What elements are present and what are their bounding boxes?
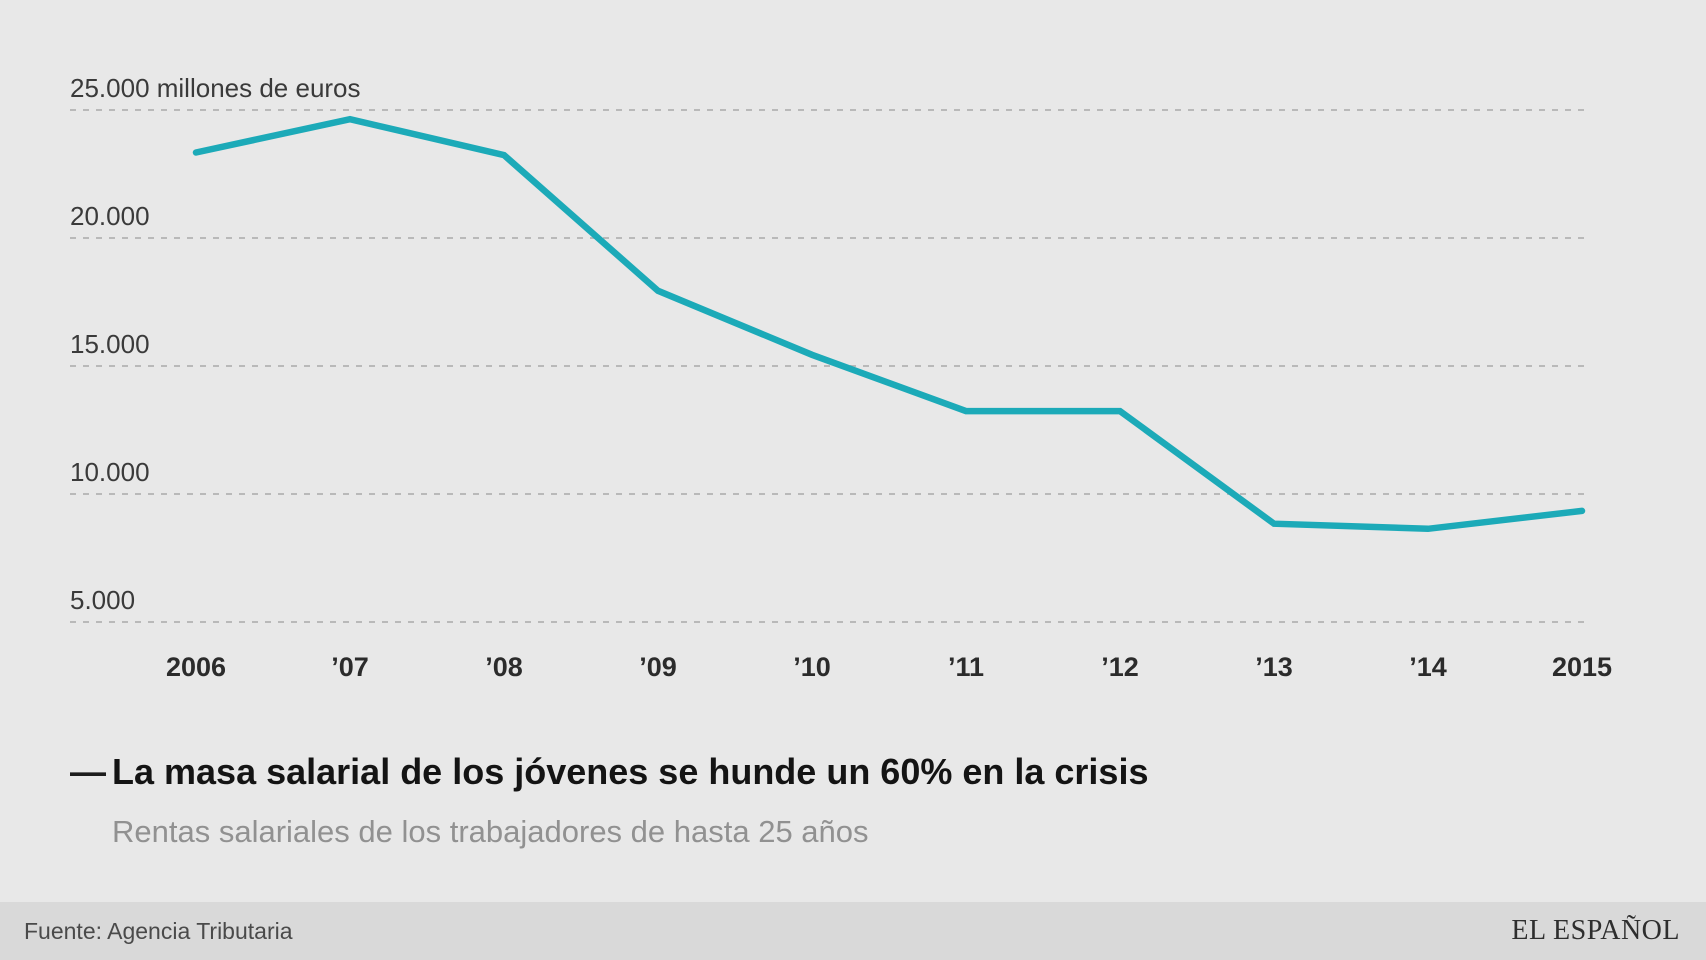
x-tick-label: 2006 (165, 652, 227, 682)
y-tick-label: 15.000 (70, 329, 150, 359)
x-tick-label: ’11 (947, 652, 985, 682)
x-tick-label: ’14 (1409, 652, 1447, 682)
source-label: Fuente: Agencia Tributaria (24, 917, 293, 944)
y-tick-label: 25.000 millones de euros (70, 73, 361, 103)
y-tick-label: 5.000 (70, 585, 136, 615)
gridline (70, 237, 1590, 239)
chart-title: La masa salarial de los jóvenes se hunde… (112, 751, 1149, 792)
footer-bar: Fuente: Agencia Tributaria EL ESPAÑOL (0, 902, 1706, 960)
x-tick-label: ’12 (1101, 652, 1139, 682)
gridline (70, 493, 1590, 495)
y-tick-label: 10.000 (70, 457, 150, 487)
gridline (70, 365, 1590, 367)
brand-logo: EL ESPAÑOL (1511, 915, 1680, 946)
title-row: — La masa salarial de los jóvenes se hun… (70, 750, 1630, 794)
x-tick-label: ’10 (793, 652, 831, 682)
y-tick-label: 20.000 (70, 201, 150, 231)
x-tick-label: ’09 (639, 652, 677, 682)
x-tick-label: ’13 (1255, 652, 1293, 682)
chart-subtitle: Rentas salariales de los trabajadores de… (112, 814, 869, 849)
data-series-line (192, 115, 1586, 533)
caption-block: — La masa salarial de los jóvenes se hun… (70, 750, 1630, 850)
title-dash: — (70, 751, 106, 792)
gridline (70, 621, 1590, 623)
x-tick-label: ’07 (331, 652, 369, 682)
x-tick-label: ’08 (485, 652, 523, 682)
gridline (70, 109, 1590, 111)
x-tick-label: 2015 (1551, 652, 1613, 682)
